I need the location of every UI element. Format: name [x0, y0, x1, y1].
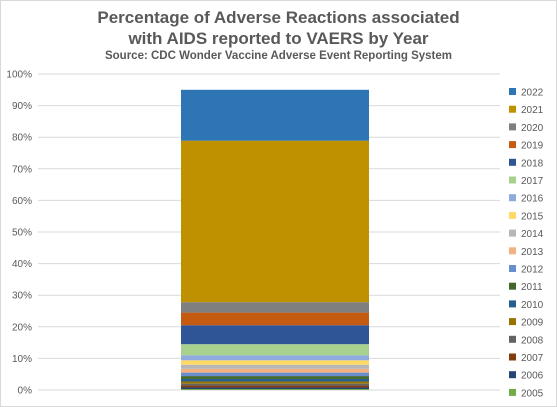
- legend-swatch-2022: [509, 88, 516, 95]
- y-tick-label: 50%: [12, 228, 32, 239]
- bar-segment-2006: [181, 387, 369, 390]
- y-tick-label: 30%: [12, 291, 32, 302]
- legend-swatch-2017: [509, 176, 516, 184]
- bar-segment-2020: [181, 302, 369, 313]
- legend-swatch-2007: [509, 353, 516, 361]
- legend-label-2014: 2014: [521, 229, 544, 240]
- bar-segment-2016: [181, 355, 369, 361]
- legend-label-2011: 2011: [521, 282, 543, 293]
- bar-segment-2022: [181, 89, 369, 141]
- y-tick-label: 20%: [12, 322, 32, 333]
- legend-label-2008: 2008: [521, 335, 544, 346]
- chart-subtitle: Source: CDC Wonder Vaccine Adverse Event…: [104, 50, 453, 62]
- legend-label-2019: 2019: [521, 141, 544, 152]
- legend-label-2022: 2022: [521, 88, 544, 99]
- bar-segment-2013: [181, 368, 369, 373]
- legend-label-2013: 2013: [521, 247, 544, 258]
- legend-label-2018: 2018: [521, 158, 544, 169]
- legend-label-2010: 2010: [521, 300, 544, 311]
- bar-segment-2021: [181, 140, 369, 303]
- legend-label-2016: 2016: [521, 194, 544, 205]
- legend-swatch-2006: [509, 371, 516, 379]
- bar-segment-2009: [181, 381, 369, 384]
- legend-swatch-2021: [509, 105, 516, 113]
- bar-segment-2015: [181, 360, 369, 365]
- y-tick-label: 90%: [12, 101, 32, 112]
- bar-segment-2017: [181, 344, 369, 356]
- legend-swatch-2019: [509, 141, 516, 149]
- y-tick-label: 70%: [12, 164, 32, 175]
- y-tick-label: 10%: [12, 354, 32, 365]
- legend-swatch-2013: [509, 247, 516, 255]
- legend-label-2012: 2012: [521, 265, 544, 276]
- bar-segment-2019: [181, 312, 369, 326]
- legend-label-2017: 2017: [521, 176, 544, 187]
- y-tick-label: 80%: [12, 133, 32, 144]
- legend-label-2020: 2020: [521, 123, 544, 134]
- bar-segment-2018: [181, 325, 369, 345]
- bar-segment-2005: [181, 389, 369, 390]
- legend-swatch-2012: [509, 265, 516, 272]
- legend-swatch-2011: [509, 282, 516, 290]
- legend-swatch-2008: [509, 335, 516, 343]
- bar-segment-2007: [181, 385, 369, 388]
- chart-title: Percentage of Adverse Reactions associat…: [97, 8, 460, 27]
- legend-label-2009: 2009: [521, 318, 544, 329]
- bar-segment-2008: [181, 383, 369, 386]
- legend-label-2007: 2007: [521, 353, 544, 364]
- legend-label-2015: 2015: [521, 211, 544, 222]
- legend-label-2021: 2021: [521, 105, 544, 116]
- legend-swatch-2020: [509, 123, 516, 131]
- legend-swatch-2010: [509, 300, 516, 308]
- legend-swatch-2014: [509, 229, 516, 237]
- chart-title-line2: with AIDS reported to VAERS by Year: [128, 29, 429, 48]
- y-tick-label: 60%: [12, 196, 32, 207]
- bar-segment-2011: [181, 376, 369, 379]
- legend-swatch-2005: [509, 388, 516, 396]
- y-tick-label: 40%: [12, 259, 32, 270]
- y-tick-label: 0%: [18, 386, 33, 397]
- y-tick-label: 100%: [6, 70, 32, 81]
- legend-swatch-2009: [509, 318, 516, 326]
- bar-segment-2012: [181, 372, 369, 377]
- legend-label-2005: 2005: [521, 388, 544, 399]
- legend-swatch-2016: [509, 194, 516, 202]
- legend-swatch-2018: [509, 158, 516, 166]
- legend-swatch-2015: [509, 211, 516, 219]
- bar-segment-2014: [181, 364, 369, 369]
- legend-label-2006: 2006: [521, 371, 544, 382]
- bar-segment-2010: [181, 378, 369, 382]
